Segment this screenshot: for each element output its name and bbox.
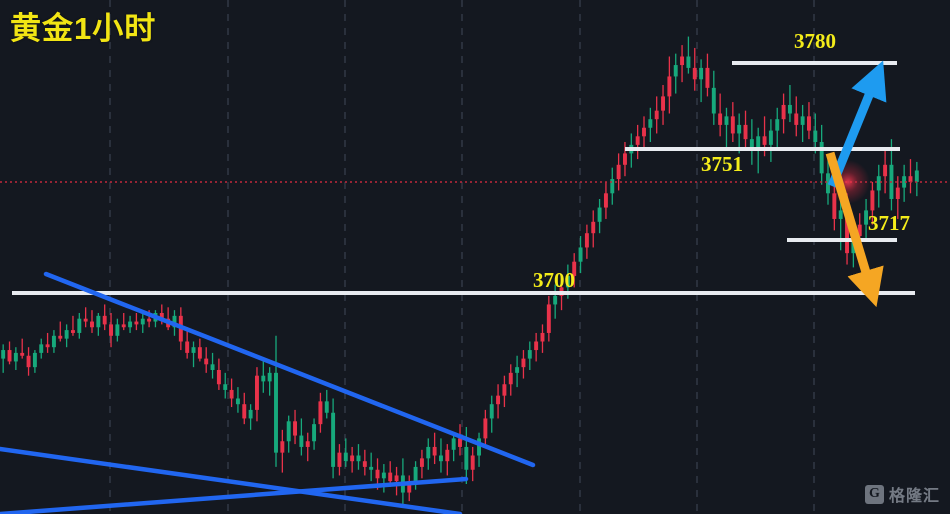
page-title: 黄金1小时 <box>10 11 157 46</box>
price-label-3700: 3700 <box>533 268 575 292</box>
trendlines <box>0 271 536 514</box>
price-label-3751: 3751 <box>701 152 743 176</box>
forecast-arrows <box>825 60 887 308</box>
watermark-label: 格隆汇 <box>888 488 940 505</box>
gelonghui-watermark: G 格隆汇 <box>864 482 940 506</box>
gelonghui-logo-icon: G <box>864 484 884 504</box>
price-label-3780: 3780 <box>794 29 836 53</box>
price-label-3717: 3717 <box>868 211 910 235</box>
